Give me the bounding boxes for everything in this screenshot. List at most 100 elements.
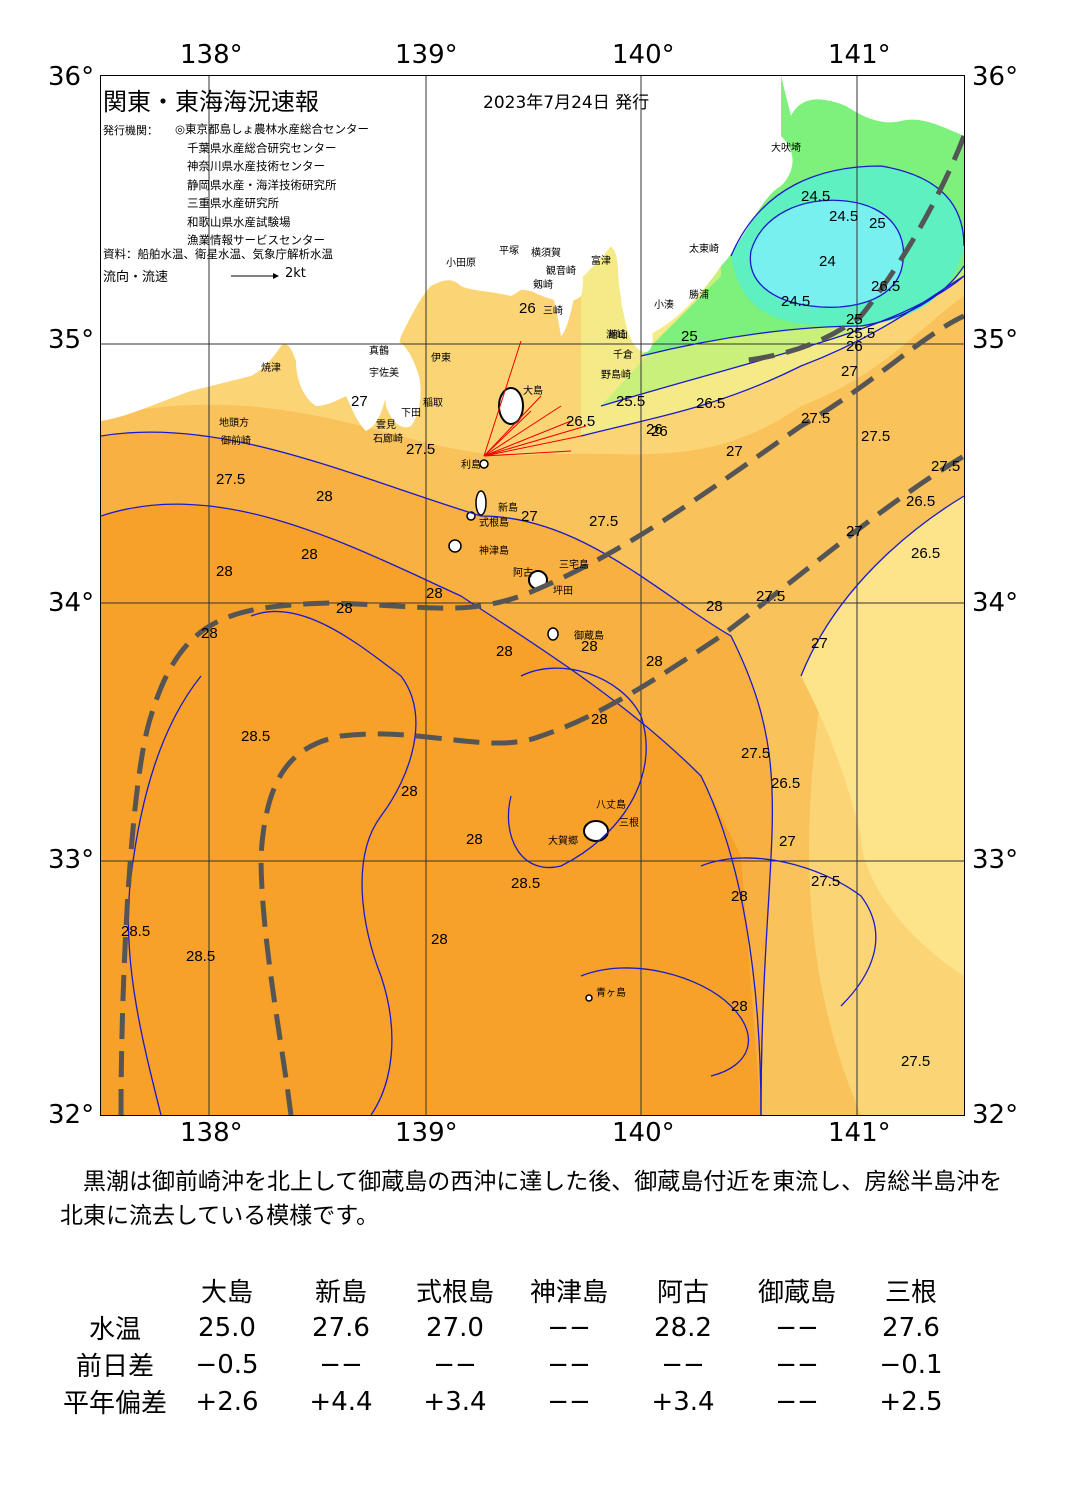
lon-label-bottom-139: 139° (395, 1118, 458, 1148)
land-kanto-east (781, 76, 964, 136)
contour-label: 27 (521, 508, 538, 525)
place-label: 勝浦 (689, 288, 709, 301)
table-header-cell (60, 1272, 170, 1309)
contour-label: 27.5 (406, 441, 435, 458)
contour-label: 27.5 (861, 428, 890, 445)
lon-label-top-139: 139° (395, 40, 458, 70)
issuer-item: ◎東京都島しょ農林水産総合センター (175, 122, 370, 136)
table-row: 平年偏差 +2.6 +4.4 +3.4 −− +3.4 −− +2.5 (60, 1383, 968, 1420)
lat-label-left-35: 35° (48, 325, 95, 355)
issuer-item: 神奈川県水産技術センター (187, 159, 325, 173)
place-label: 三崎 (543, 304, 563, 317)
lon-label-bottom-138: 138° (180, 1118, 243, 1148)
place-label: 観音崎 (546, 264, 576, 277)
table-cell: 28.2 (654, 1312, 712, 1343)
contour-label: 27.5 (801, 410, 830, 427)
place-label: 青ヶ島 (596, 986, 626, 999)
contour-label: 27 (779, 833, 796, 850)
lat-label-left-34: 34° (48, 588, 95, 618)
kuroshio-axis (118, 135, 964, 1115)
zone-26-5 (801, 496, 964, 976)
contour-label: 28 (301, 546, 318, 563)
island-mikurajima (547, 627, 559, 641)
island-hachijojima (583, 820, 609, 842)
table-cell: 27.6 (882, 1312, 940, 1343)
contour-label: 26 (846, 338, 863, 355)
land-izu-peninsula (383, 340, 421, 428)
contour-label: 26.5 (911, 545, 940, 562)
contour-label: 28 (431, 931, 448, 948)
contour-label: 26.5 (696, 395, 725, 412)
table-cell: −− (547, 1386, 591, 1417)
contour-label: 28.5 (186, 948, 215, 965)
place-label: 八丈島 (596, 798, 626, 811)
table-cell: −− (433, 1349, 477, 1380)
contour-label: 27 (351, 393, 368, 410)
contour-label: 28 (731, 998, 748, 1015)
table-cell: −− (775, 1386, 819, 1417)
table-cell: +3.4 (651, 1386, 715, 1417)
land-boso-tip (621, 286, 653, 353)
table-header-cell: 新島 (314, 1278, 367, 1308)
issuer-item: 和歌山県水産試験場 (187, 214, 291, 229)
lat-label-left-33: 33° (48, 845, 95, 875)
place-label: 洲崎 (606, 328, 626, 341)
place-label: 御前崎 (221, 434, 251, 447)
contour-label: 24.5 (781, 293, 810, 310)
table-header-cell: 大島 (200, 1278, 253, 1308)
contour-label: 26 (519, 300, 536, 317)
contour-label: 28 (426, 585, 443, 602)
lat-label-right-33: 33° (972, 845, 1019, 875)
place-labels: 大吠埼 太東崎 勝浦 小湊 洲崎 千倉 野島崎 平塚 横須賀 富津 観音崎 剱崎… (219, 141, 801, 999)
place-label: 大島 (523, 384, 543, 397)
island-oshima (498, 387, 524, 425)
contour-label: 24 (819, 253, 836, 270)
contour-label: 28.5 (511, 875, 540, 892)
place-label: 神津島 (479, 544, 509, 557)
place-label: 剱崎 (533, 278, 553, 291)
place-label: 小湊 (654, 298, 674, 311)
contour-label: 27.5 (589, 513, 618, 530)
issuer-item: 漁業情報サービスセンター (187, 233, 325, 247)
contour-label: 27.5 (811, 873, 840, 890)
table-cell: 25.0 (198, 1312, 256, 1343)
table-cell: −− (775, 1312, 819, 1343)
place-label: 館山 (608, 328, 628, 341)
island-aogashima (585, 994, 593, 1002)
map-title: 関東・東海海況速報 (103, 88, 319, 116)
contour-label: 27.5 (756, 588, 785, 605)
table-header-cell: 式根島 (415, 1278, 494, 1308)
contour-label: 26.5 (871, 278, 900, 295)
contour-label: 26.5 (771, 775, 800, 792)
contour-label: 28.5 (121, 923, 150, 940)
table-cell: +2.5 (879, 1386, 943, 1417)
isotherms (101, 165, 964, 1115)
table-row: 水温 25.0 27.6 27.0 −− 28.2 −− 27.6 (60, 1309, 968, 1346)
contour-label: 25 (869, 215, 886, 232)
place-label: 宇佐美 (369, 366, 399, 379)
table-cell: −− (547, 1349, 591, 1380)
row-label: 前日差 (75, 1352, 154, 1382)
place-label: 雲見 (376, 419, 396, 431)
table-row: 前日差 −0.5 −− −− −− −− −− −0.1 (60, 1346, 968, 1383)
summary-text: 黒潮は御前崎沖を北上して御蔵島の西沖に達した後、御蔵島付近を東流し、房総半島沖を… (60, 1169, 1003, 1229)
map-canvas: 24.5 24.5 25 24 24.5 25 25.5 26 26.5 27 … (101, 76, 964, 1115)
station-stats-table: 大島 新島 式根島 神津島 阿古 御蔵島 三根 水温 25.0 27.6 27.… (60, 1272, 968, 1420)
contour-label: 27 (841, 363, 858, 380)
table-header-cell: 三根 (884, 1278, 937, 1308)
table-header-cell: 神津島 (529, 1278, 608, 1308)
contour-label: 28 (706, 598, 723, 615)
place-label: 大賀郷 (548, 834, 578, 847)
flow-legend-unit: 2kt (285, 266, 306, 281)
contour-label: 28 (591, 711, 608, 728)
table-cell: −0.1 (879, 1349, 943, 1380)
lat-label-right-35: 35° (972, 325, 1019, 355)
lat-label-left-32: 32° (48, 1100, 95, 1130)
contour-label: 26 (651, 423, 668, 440)
place-label: 利島 (461, 458, 481, 471)
place-label: 小田原 (446, 257, 476, 269)
contour-label: 25 (846, 311, 863, 328)
place-label: 真鶴 (369, 344, 389, 357)
place-label: 稲取 (423, 397, 443, 409)
flow-legend-label: 流向・流速 (103, 270, 169, 285)
